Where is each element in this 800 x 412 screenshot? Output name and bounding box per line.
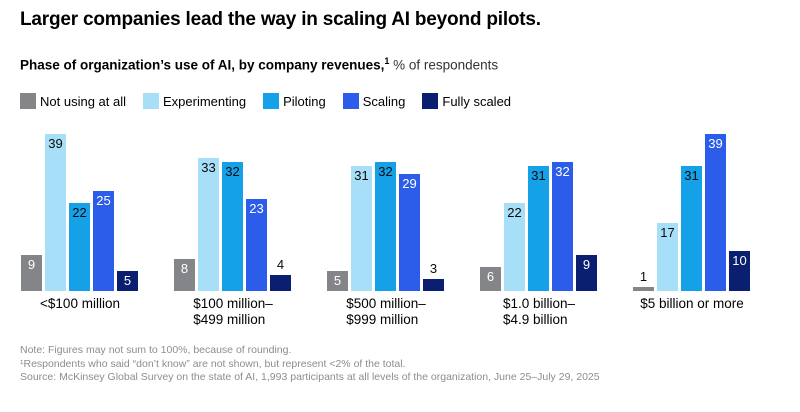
bar-experimenting: 31 (351, 166, 372, 291)
bar-fully-scaled: 5 (117, 271, 138, 291)
bar-value-label: 29 (402, 176, 417, 191)
bar-value-label: 8 (180, 261, 189, 276)
legend-swatch-piloting (263, 93, 280, 109)
bar-value-label: 31 (354, 168, 369, 183)
bar-chart: 9 39 22 25 5 <$100 million 8 33 32 23 4 $100 millio… (21, 131, 751, 327)
bar-fully-scaled: 10 (729, 251, 750, 291)
bar-value-label: 1 (639, 269, 648, 284)
bar-value-label: 39 (48, 136, 63, 151)
chart-legend: Not using at all Experimenting Piloting Sca… (20, 93, 528, 109)
subtitle-regular-text: % of respondents (389, 57, 499, 73)
bar-cluster: 9 39 22 25 5 (21, 131, 139, 291)
category-label: $1.0 billion– $4.9 billion (480, 296, 598, 327)
page-title: Larger companies lead the way in scaling… (20, 9, 541, 30)
category-label: $500 million– $999 million (327, 296, 445, 327)
category-group-100-million-499-million: 8 33 32 23 4 $100 million– $499 million (174, 131, 292, 327)
bar-value-label: 33 (201, 160, 216, 175)
bar-experimenting: 39 (45, 134, 66, 291)
bar-experimenting: 22 (504, 203, 525, 291)
category-label-text: $5 billion or more (640, 296, 744, 311)
bar-value-label: 5 (123, 273, 132, 288)
bar-not-using-at-all: 6 (480, 267, 501, 291)
chart-subtitle: Phase of organization’s use of AI, by co… (20, 56, 498, 73)
bar-not-using-at-all: 9 (21, 255, 42, 291)
bar-not-using-at-all: 1 (633, 270, 654, 291)
bar-value-label: 4 (276, 257, 285, 272)
bar-piloting: 32 (375, 162, 396, 291)
legend-item-scaling: Scaling (342, 93, 406, 109)
legend-label: Fully scaled (442, 93, 512, 109)
bar-value-label: 32 (378, 164, 393, 179)
category-label: $5 billion or more (633, 296, 751, 312)
category-label: $100 million– $499 million (174, 296, 292, 327)
bar-cluster: 5 31 32 29 3 (327, 131, 445, 291)
legend-swatch-fully-scaled (422, 93, 439, 109)
footnote-marker: 1 (384, 56, 390, 66)
legend-label: Not using at all (40, 93, 126, 109)
legend-swatch-scaling (342, 93, 359, 109)
bar-value-label: 5 (333, 273, 342, 288)
bar-scaling: 23 (246, 199, 267, 291)
category-label-text: $1.0 billion– $4.9 billion (502, 296, 576, 327)
bar-piloting: 31 (681, 166, 702, 291)
category-label-text: <$100 million (40, 296, 120, 311)
bar-scaling: 29 (399, 174, 420, 291)
subtitle-bold-text: Phase of organization’s use of AI, by co… (20, 57, 385, 73)
bar-not-using-at-all: 5 (327, 271, 348, 291)
bar-fully-scaled: 4 (270, 258, 291, 291)
bar-value-label: 22 (507, 205, 522, 220)
footnotes: Note: Figures may not sum to 100%, becau… (20, 344, 600, 385)
legend-label: Experimenting (163, 93, 247, 109)
bar-value-label: 6 (486, 269, 495, 284)
legend-item-piloting: Piloting (263, 93, 326, 109)
legend-swatch-experimenting (143, 93, 159, 109)
bar-value-label: 17 (660, 225, 675, 240)
bar-value-label: 9 (27, 257, 36, 272)
bar-scaling: 32 (552, 162, 573, 291)
bar-value-label: 3 (429, 261, 438, 276)
bar-value-label: 32 (225, 164, 240, 179)
bar-experimenting: 17 (657, 223, 678, 291)
bar-value-label: 31 (531, 168, 546, 183)
bar-scaling: 25 (93, 191, 114, 291)
bar-cluster: 1 17 31 39 10 (633, 131, 751, 291)
bar-piloting: 32 (222, 162, 243, 291)
bar-value-label: 31 (684, 168, 699, 183)
legend-label: Scaling (362, 93, 406, 109)
bar-cluster: 8 33 32 23 4 (174, 131, 292, 291)
bar-value-label: 9 (582, 257, 591, 272)
legend-item-not-using-at-all: Not using at all (20, 93, 126, 109)
category-group-100-million: 9 39 22 25 5 <$100 million (21, 131, 139, 327)
bar-value-label: 10 (732, 253, 747, 268)
legend-item-experimenting: Experimenting (143, 93, 246, 109)
category-group-1-0-billion-4-9-billion: 6 22 31 32 9 $1.0 billion– $4.9 billion (480, 131, 598, 327)
bar-not-using-at-all: 8 (174, 259, 195, 291)
legend-label: Piloting (283, 93, 326, 109)
bar-value-label: 25 (96, 193, 111, 208)
bar-scaling: 39 (705, 134, 726, 291)
bar-value-label: 39 (708, 136, 723, 151)
bar-value-label: 32 (555, 164, 570, 179)
category-label-text: $500 million– $999 million (346, 296, 426, 327)
note-source: Source: McKinsey Global Survey on the st… (20, 371, 600, 383)
note-footnote-1: ¹Respondents who said “don’t know” are n… (20, 357, 406, 370)
bar-fully-scaled: 3 (423, 262, 444, 291)
bar-cluster: 6 22 31 32 9 (480, 131, 598, 291)
bar-experimenting: 33 (198, 158, 219, 291)
bar-piloting: 22 (69, 203, 90, 291)
category-group-5-billion-or-more: 1 17 31 39 10 $5 billion or more (633, 131, 751, 327)
legend-item-fully-scaled: Fully scaled (422, 93, 511, 109)
bar-piloting: 31 (528, 166, 549, 291)
category-group-500-million-999-million: 5 31 32 29 3 $500 million– $999 million (327, 131, 445, 327)
bar-fully-scaled: 9 (576, 255, 597, 291)
legend-swatch-not-using-at-all (20, 93, 36, 109)
bar-value-label: 23 (249, 201, 264, 216)
note-rounding: Note: Figures may not sum to 100%, becau… (20, 344, 292, 356)
category-label-text: $100 million– $499 million (193, 296, 273, 327)
category-label: <$100 million (21, 296, 139, 312)
bar-value-label: 22 (72, 205, 87, 220)
